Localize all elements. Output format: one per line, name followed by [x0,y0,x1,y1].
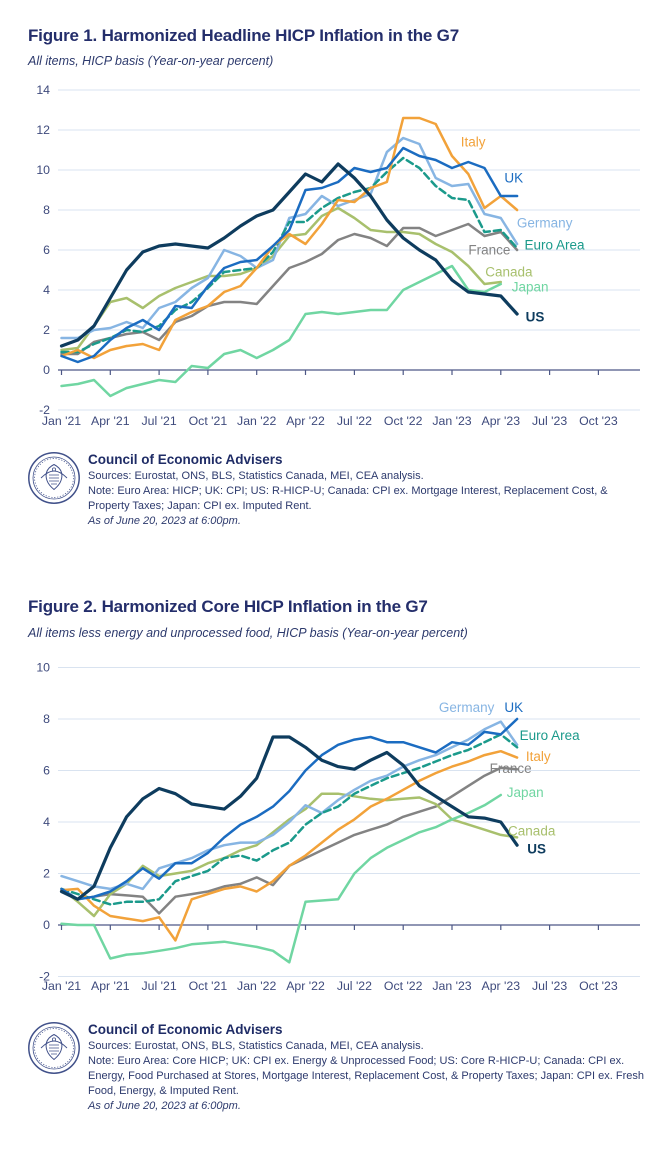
series-line-italy [60,749,519,942]
figure1-title: Figure 1. Harmonized Headline HICP Infla… [28,26,459,45]
x-tick-label: Jul '22 [337,414,372,428]
x-tick-label: Jan '23 [432,979,471,993]
series-line-euro-area [60,156,519,354]
x-tick-label: Jan '22 [237,414,276,428]
x-tick-label: Jul '23 [532,414,567,428]
series-label-canada: Canada [508,824,556,839]
series-label-euro-area: Euro Area [524,238,585,253]
y-tick-label: -2 [39,403,50,417]
series-line-italy [60,116,519,360]
figure1-footer-note: Note: Euro Area: HICP; UK: CPI; US: R-HI… [88,484,608,512]
x-tick-label: Oct '22 [384,414,423,428]
x-tick-label: Jul '22 [337,979,372,993]
series-label-italy: Italy [526,749,551,764]
y-tick-label: -2 [39,970,50,984]
figure2-footer-note: Note: Euro Area: Core HICP; UK: CPI ex. … [88,1054,644,1097]
series-line-us [59,162,519,348]
series-line-euro-area [60,733,519,906]
x-tick-label: Jan '21 [42,979,81,993]
figure2-subtitle: All items less energy and unprocessed fo… [28,626,468,640]
series-label-italy: Italy [461,135,486,150]
x-tick-label: Jan '21 [42,414,81,428]
y-tick-label: 4 [43,815,50,829]
y-tick-label: 14 [36,83,50,97]
y-tick-label: 0 [43,918,50,932]
figure1-footer-org: Council of Economic Advisers [88,452,283,467]
series-label-germany: Germany [439,700,495,715]
figure1-footer-asof: As of June 20, 2023 at 6:00pm. [88,514,241,527]
series-line-france [60,222,519,356]
y-tick-label: 4 [43,283,50,297]
series-label-uk: UK [504,171,523,186]
x-tick-label: Apr '22 [286,979,325,993]
x-tick-label: Oct '21 [189,979,228,993]
series-label-france: France [490,761,532,776]
figure1-footer-sources: Sources: Eurostat, ONS, BLS, Statistics … [88,470,424,482]
x-tick-label: Apr '21 [91,414,130,428]
series-line-japan [60,264,503,398]
x-tick-label: Oct '23 [579,414,618,428]
x-tick-label: Jul '23 [532,979,567,993]
series-label-canada: Canada [485,265,533,280]
x-tick-label: Apr '23 [482,414,521,428]
series-line-uk [60,717,519,901]
figure2-footer-org: Council of Economic Advisers [88,1022,283,1037]
x-tick-label: Oct '23 [579,979,618,993]
series-line-germany [60,136,519,340]
y-tick-label: 8 [43,203,50,217]
x-tick-label: Jul '21 [142,979,177,993]
x-tick-label: Jan '23 [432,414,471,428]
figure2-footer-asof: As of June 20, 2023 at 6:00pm. [88,1099,241,1112]
figure2-footer: Council of Economic Advisers Sources: Eu… [88,1022,653,1115]
cea-seal-logo [28,452,80,504]
y-tick-label: 0 [43,363,50,377]
y-tick-label: 6 [43,764,50,778]
series-line-uk [60,146,519,364]
x-tick-label: Oct '21 [189,414,228,428]
y-tick-label: 12 [36,123,50,137]
x-tick-label: Jul '21 [142,414,177,428]
y-tick-label: 2 [43,323,50,337]
x-tick-label: Apr '21 [91,979,130,993]
figure2-title: Figure 2. Harmonized Core HICP Inflation… [28,597,428,616]
x-tick-label: Apr '22 [286,414,325,428]
series-label-us: US [527,842,546,857]
series-line-germany [60,720,519,891]
series-label-uk: UK [504,700,523,715]
figure2-footer-sources: Sources: Eurostat, ONS, BLS, Statistics … [88,1040,424,1052]
series-line-us [59,735,519,901]
y-tick-label: 10 [36,661,50,675]
series-label-us: US [526,310,545,325]
y-tick-label: 2 [43,867,50,881]
cea-seal-logo [28,1022,80,1074]
series-label-france: France [468,243,510,258]
x-tick-label: Jan '22 [237,979,276,993]
figure1-footer: Council of Economic Advisers Sources: Eu… [88,452,644,530]
x-tick-label: Apr '23 [482,979,521,993]
series-line-japan [60,793,503,964]
y-tick-label: 8 [43,712,50,726]
series-label-japan: Japan [512,280,549,295]
series-line-canada [60,206,503,352]
series-label-germany: Germany [517,216,573,231]
figure1-subtitle: All items, HICP basis (Year-on-year perc… [28,54,274,68]
y-tick-label: 10 [36,163,50,177]
x-tick-label: Oct '22 [384,979,423,993]
y-tick-label: 6 [43,243,50,257]
series-label-euro-area: Euro Area [520,728,581,743]
series-label-japan: Japan [507,785,544,800]
